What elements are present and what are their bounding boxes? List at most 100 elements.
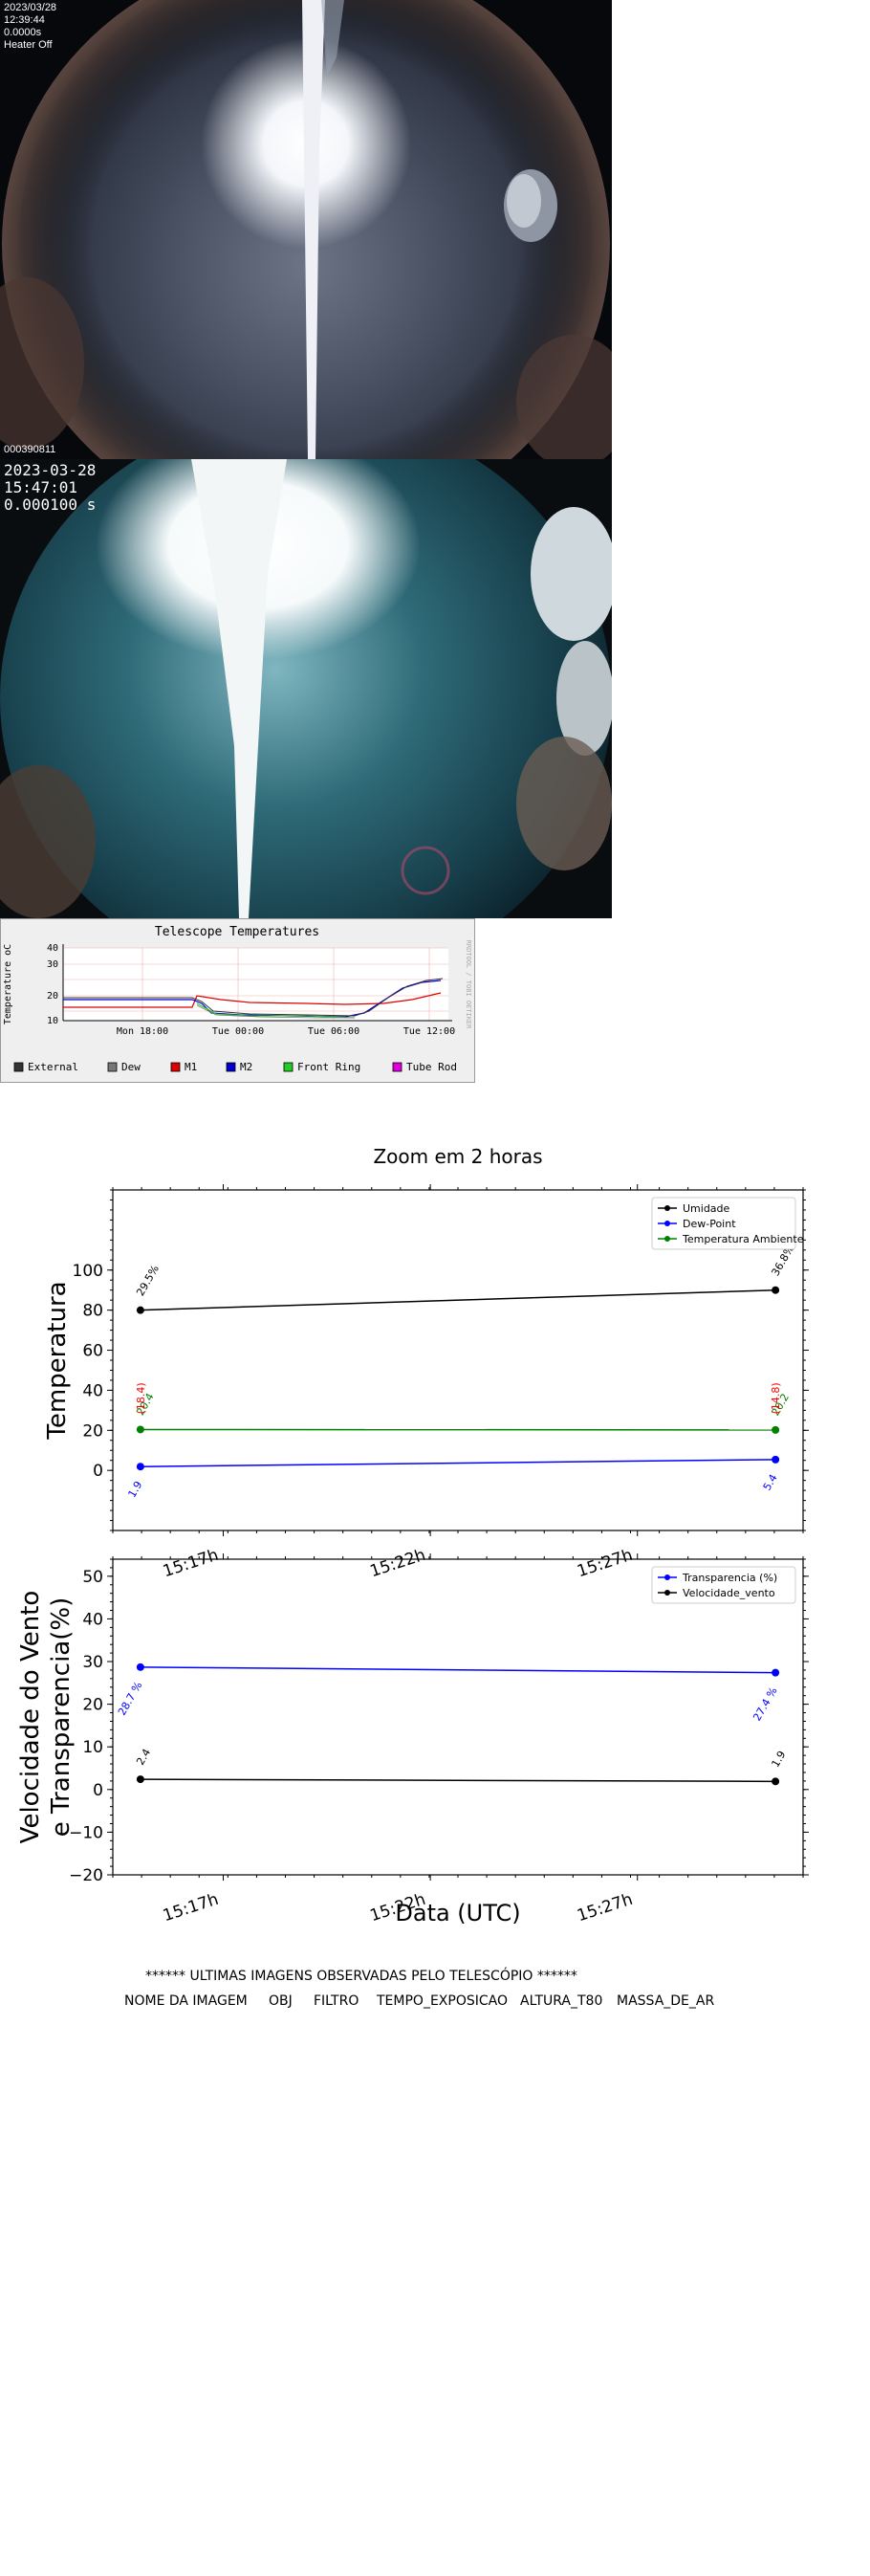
camera-2-exposure: 0.000100 s <box>4 495 97 514</box>
legend-swatch-dew <box>107 1062 118 1072</box>
telescope-temps-title: Telescope Temperatures <box>155 925 319 939</box>
temps-ytick: 10 <box>47 1016 58 1026</box>
legend-tube-rod: Tube Rod <box>406 1061 457 1073</box>
telescope-temps-ylabel: Temperature oC <box>3 944 13 1024</box>
y-tick-label: 60 <box>82 1342 103 1361</box>
x-tick-label: 15:17h <box>161 1890 221 1926</box>
legend-front-ring: Front Ring <box>297 1061 360 1073</box>
data-label: 1.9 <box>125 1479 144 1500</box>
legend-marker <box>664 1590 670 1596</box>
y-tick-label: 30 <box>82 1653 103 1672</box>
data-label: 5.4 <box>761 1472 780 1493</box>
chart-2-xlabel: Data (UTC) <box>395 1900 520 1926</box>
series-line-velocidade-vento <box>140 1778 776 1783</box>
data-point <box>136 1662 144 1671</box>
x-tick-label: 15:17h <box>161 1546 221 1581</box>
legend-marker <box>664 1221 670 1226</box>
allsky-camera-2-photo <box>0 459 612 918</box>
data-point <box>772 1668 780 1677</box>
y-tick-label: 50 <box>82 1568 103 1587</box>
legend-label: Transparencia (%) <box>682 1572 777 1584</box>
legend-label: Velocidade_vento <box>683 1587 775 1599</box>
temps-xtick: Tue 06:00 <box>308 1026 359 1037</box>
chart-2-frame <box>112 1558 804 1876</box>
camera-1-image-id: 000390811 <box>4 444 56 455</box>
y-tick-label: 40 <box>82 1610 103 1629</box>
legend-label: Temperatura Ambiente <box>682 1233 804 1245</box>
data-label: 2.4 <box>134 1747 153 1768</box>
allsky-camera-1-image: 2023/03/28 12:39:44 0.0000s Heater Off 0… <box>0 0 612 459</box>
data-label: 29.5% <box>134 1263 162 1298</box>
data-point <box>136 1306 144 1314</box>
y-tick-label: 80 <box>82 1302 103 1321</box>
data-point <box>136 1425 144 1434</box>
col-image-name: NOME DA IMAGEM <box>124 1993 248 2009</box>
allsky-camera-1-photo <box>0 0 612 459</box>
col-exposure-time: TEMPO_EXPOSICAO <box>377 1993 508 2009</box>
col-filter: FILTRO <box>314 1993 359 2009</box>
allsky-camera-2-image: 2023-03-28 15:47:01 0.000100 s <box>0 459 612 918</box>
legend-m1: M1 <box>185 1061 197 1073</box>
y-tick-label: 20 <box>82 1696 103 1715</box>
x-tick-label: 15:27h <box>575 1890 635 1926</box>
chart-2-ylabel-line-1: Velocidade do Vento <box>16 1591 45 1844</box>
chart-1-ylabel: Temperatura <box>43 1281 72 1440</box>
legend-external: External <box>28 1061 78 1073</box>
legend-marker <box>664 1574 670 1580</box>
image-list-heading: ****** ULTIMAS IMAGENS OBSERVADAS PELO T… <box>145 1969 577 1984</box>
camera-2-time: 15:47:01 <box>4 478 78 496</box>
temps-xtick: Tue 00:00 <box>212 1026 264 1037</box>
camera-2-date: 2023-03-28 <box>4 461 97 479</box>
temps-xtick: Mon 18:00 <box>117 1026 168 1037</box>
temps-xtick: Tue 12:00 <box>403 1026 455 1037</box>
chart-1-title: Zoom em 2 horas <box>373 1145 542 1168</box>
legend-swatch-tube-rod <box>392 1062 402 1072</box>
x-tick-label: 15:22h <box>368 1546 428 1581</box>
legend-swatch-front-ring <box>283 1062 294 1072</box>
camera-1-date: 2023/03/28 <box>4 2 57 13</box>
col-altura-t80: ALTURA_T80 <box>520 1993 603 2009</box>
series-line-umidade <box>140 1288 776 1311</box>
y-tick-label: −20 <box>69 1866 103 1885</box>
y-tick-label: 20 <box>82 1421 103 1441</box>
col-air-mass: MASSA_DE_AR <box>617 1993 715 2009</box>
data-label: 27.4 % <box>750 1685 779 1724</box>
temps-ytick: 40 <box>47 943 58 954</box>
camera-1-exposure: 0.0000s <box>4 27 42 38</box>
legend-label: Dew-Point <box>683 1218 736 1230</box>
telescope-temperatures-panel: Telescope Temperatures Temperature oC RR… <box>0 918 475 1083</box>
rrdtool-watermark: RRDTOOL / TOBI OETIKER <box>465 940 472 1030</box>
data-label: 1.9 <box>769 1749 788 1770</box>
data-point <box>136 1463 144 1471</box>
col-obj: OBJ <box>269 1993 293 2009</box>
weather-charts: Zoom em 2 horas 0 20 40 60 80 100 15:17h 15:22h 1… <box>0 1110 870 1932</box>
temps-ytick: 30 <box>47 959 58 970</box>
legend-marker <box>664 1205 670 1211</box>
chart-2-ylabel-line-2: e Transparencia(%) <box>47 1597 76 1837</box>
y-tick-label: 100 <box>73 1262 103 1281</box>
data-point <box>772 1455 780 1464</box>
legend-m2: M2 <box>240 1061 252 1073</box>
legend-swatch-external <box>13 1062 24 1072</box>
legend-dew: Dew <box>121 1061 141 1073</box>
legend-swatch-m1 <box>170 1062 181 1072</box>
y-tick-label: 0 <box>93 1781 103 1800</box>
legend-swatch-m2 <box>226 1062 236 1072</box>
y-tick-label: 40 <box>82 1381 103 1400</box>
camera-1-heater-status: Heater Off <box>4 39 53 51</box>
legend-marker <box>664 1236 670 1242</box>
y-tick-label: 10 <box>82 1738 103 1757</box>
legend-box <box>651 1197 796 1250</box>
data-point <box>136 1775 144 1784</box>
camera-1-time: 12:39:44 <box>4 14 45 26</box>
y-tick-label: 0 <box>93 1462 103 1481</box>
data-point <box>772 1777 780 1786</box>
data-label: 28.7 % <box>116 1680 144 1718</box>
x-tick-label: 15:27h <box>575 1546 635 1581</box>
series-line-transparencia- <box>140 1666 776 1674</box>
telescope-temperatures-chart: Telescope Temperatures Temperature oC RR… <box>3 925 472 1073</box>
y-tick-label: −10 <box>69 1823 103 1842</box>
data-label-extra: (18.4) <box>135 1382 147 1414</box>
legend-label: Umidade <box>683 1202 730 1215</box>
